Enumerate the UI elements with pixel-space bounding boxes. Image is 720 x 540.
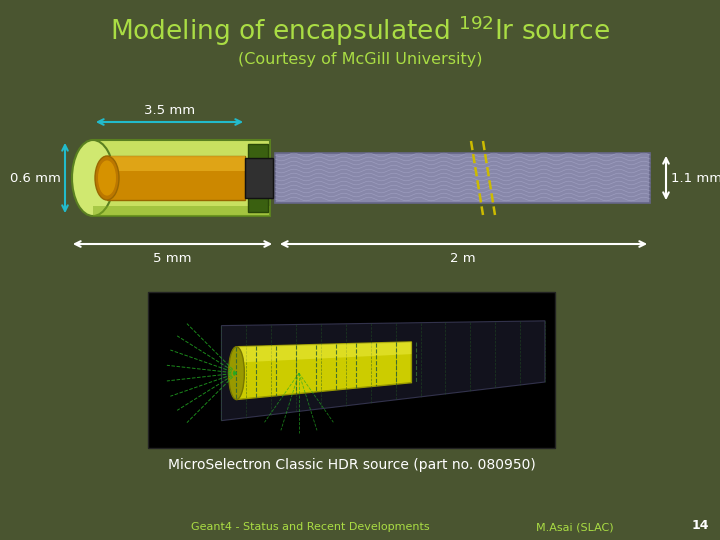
- Ellipse shape: [98, 160, 116, 195]
- Bar: [93, 140, 270, 216]
- Bar: [93, 206, 270, 216]
- Bar: [275, 153, 650, 203]
- Text: 2 m: 2 m: [450, 252, 475, 265]
- Bar: [148, 292, 555, 448]
- Polygon shape: [222, 321, 545, 421]
- Ellipse shape: [95, 156, 119, 200]
- Ellipse shape: [72, 140, 114, 216]
- Text: Geant4 - Status and Recent Developments: Geant4 - Status and Recent Developments: [191, 522, 429, 532]
- Text: Modeling of encapsulated $^{192}$Ir source: Modeling of encapsulated $^{192}$Ir sour…: [110, 14, 610, 49]
- Bar: [245, 158, 273, 198]
- Text: 14: 14: [691, 519, 708, 532]
- Text: 5 mm: 5 mm: [153, 252, 192, 265]
- Ellipse shape: [228, 347, 244, 400]
- Text: M.Asai (SLAC): M.Asai (SLAC): [536, 522, 614, 532]
- Polygon shape: [236, 342, 411, 362]
- Bar: [248, 144, 268, 212]
- Text: 3.5 mm: 3.5 mm: [144, 104, 195, 117]
- Text: MicroSelectron Classic HDR source (part no. 080950): MicroSelectron Classic HDR source (part …: [168, 458, 536, 472]
- Polygon shape: [236, 342, 411, 400]
- Bar: [107, 156, 245, 200]
- Text: 0.6 mm: 0.6 mm: [10, 172, 61, 185]
- Bar: [107, 156, 245, 171]
- Text: (Courtesy of McGill University): (Courtesy of McGill University): [238, 52, 482, 67]
- Text: 1.1 mm: 1.1 mm: [671, 172, 720, 185]
